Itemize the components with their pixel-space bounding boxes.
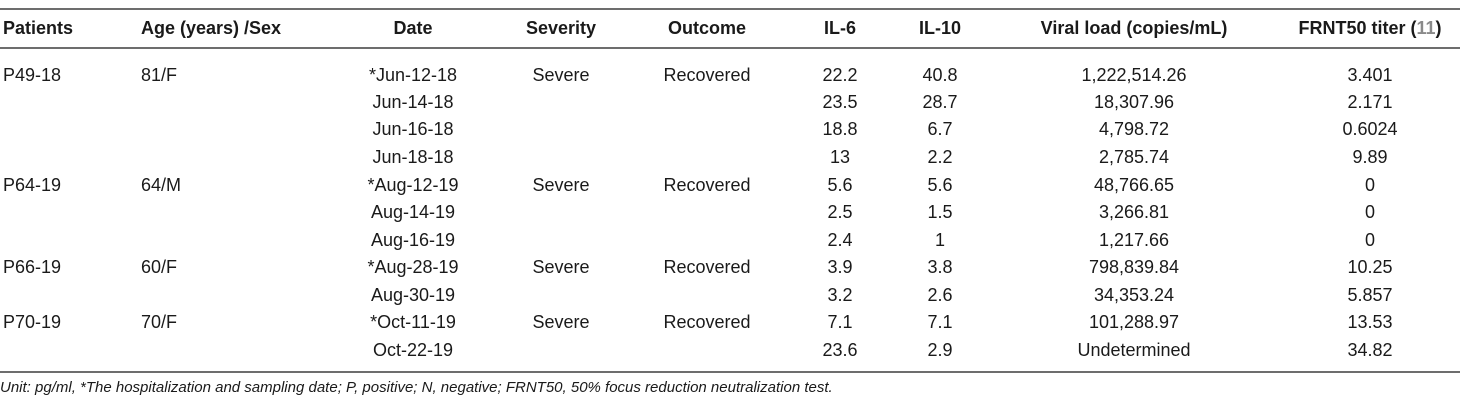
cell-severity: Severe bbox=[532, 257, 590, 277]
cell-frnt50: 13.53 bbox=[1347, 312, 1393, 332]
cell-il6: 2.5 bbox=[827, 202, 853, 222]
cell-date: *Oct-11-19 bbox=[370, 312, 456, 332]
cell-viral-load: 3,266.81 bbox=[1098, 202, 1170, 222]
cell-viral-load: 798,839.84 bbox=[1088, 257, 1180, 277]
header-il10: IL-10 bbox=[918, 18, 962, 38]
header-bottom-rule bbox=[0, 47, 1460, 49]
cell-outcome: Recovered bbox=[663, 312, 751, 332]
cell-frnt50: 0 bbox=[1364, 230, 1376, 250]
cell-date: Oct-22-19 bbox=[372, 340, 454, 360]
cell-date: *Aug-28-19 bbox=[367, 257, 459, 277]
cell-il6: 23.5 bbox=[822, 92, 858, 112]
cell-viral-load: 1,222,514.26 bbox=[1081, 65, 1187, 85]
table-row: Jun-16-18 18.8 6.7 4,798.72 0.6024 bbox=[0, 116, 1460, 143]
header-date: Date bbox=[393, 18, 433, 38]
cell-il10: 3.8 bbox=[927, 257, 953, 277]
cell-frnt50: 0.6024 bbox=[1342, 119, 1398, 139]
cell-patient: P66-19 bbox=[3, 257, 62, 277]
cell-il10: 5.6 bbox=[927, 175, 953, 195]
cell-viral-load: 1,217.66 bbox=[1098, 230, 1170, 250]
cell-il6: 2.4 bbox=[827, 230, 853, 250]
cell-viral-load: 48,766.65 bbox=[1093, 175, 1175, 195]
table-footnote: Unit: pg/ml, *The hospitalization and sa… bbox=[0, 379, 833, 396]
cell-outcome: Recovered bbox=[663, 175, 751, 195]
cell-date: *Jun-12-18 bbox=[368, 65, 458, 85]
table-row: P66-19 60/F *Aug-28-19 Severe Recovered … bbox=[0, 254, 1460, 281]
cell-frnt50: 34.82 bbox=[1347, 340, 1393, 360]
cell-il6: 3.9 bbox=[827, 257, 853, 277]
cell-date: Aug-30-19 bbox=[370, 285, 456, 305]
cell-frnt50: 9.89 bbox=[1352, 147, 1388, 167]
cell-date: Jun-18-18 bbox=[372, 147, 454, 167]
table-header-row: Patients Age (years) /Sex Date Severity … bbox=[0, 9, 1460, 47]
cell-date: Aug-16-19 bbox=[370, 230, 456, 250]
cell-patient: P49-18 bbox=[3, 65, 62, 85]
cell-viral-load: Undetermined bbox=[1077, 340, 1191, 360]
cell-il10: 2.6 bbox=[927, 285, 953, 305]
cell-viral-load: 101,288.97 bbox=[1088, 312, 1180, 332]
cell-outcome: Recovered bbox=[663, 257, 751, 277]
cell-il10: 28.7 bbox=[922, 92, 958, 112]
table-row: P49-18 81/F *Jun-12-18 Severe Recovered … bbox=[0, 62, 1460, 89]
cell-viral-load: 34,353.24 bbox=[1093, 285, 1175, 305]
cell-age-sex: 64/M bbox=[141, 175, 182, 195]
table-row: Jun-18-18 13 2.2 2,785.74 9.89 bbox=[0, 144, 1460, 171]
table-row: Aug-30-19 3.2 2.6 34,353.24 5.857 bbox=[0, 282, 1460, 309]
table-row: Jun-14-18 23.5 28.7 18,307.96 2.171 bbox=[0, 89, 1460, 116]
cell-il10: 2.2 bbox=[927, 147, 953, 167]
cell-frnt50: 0 bbox=[1364, 202, 1376, 222]
cell-frnt50: 3.401 bbox=[1347, 65, 1393, 85]
reference-link[interactable]: 11 bbox=[1416, 18, 1436, 38]
table-row: Aug-16-19 2.4 1 1,217.66 0 bbox=[0, 227, 1460, 254]
header-patients: Patients bbox=[3, 18, 74, 38]
cell-il10: 1.5 bbox=[927, 202, 953, 222]
cell-date: Jun-16-18 bbox=[372, 119, 454, 139]
cell-il6: 18.8 bbox=[822, 119, 858, 139]
cell-date: Aug-14-19 bbox=[370, 202, 456, 222]
cell-il10: 2.9 bbox=[927, 340, 953, 360]
cell-il6: 22.2 bbox=[822, 65, 858, 85]
cell-il6: 23.6 bbox=[822, 340, 858, 360]
cell-frnt50: 0 bbox=[1364, 175, 1376, 195]
header-frnt50-close: ) bbox=[1435, 18, 1442, 38]
cell-frnt50: 10.25 bbox=[1347, 257, 1393, 277]
cell-viral-load: 4,798.72 bbox=[1098, 119, 1170, 139]
cell-severity: Severe bbox=[532, 312, 590, 332]
cell-date: *Aug-12-19 bbox=[367, 175, 459, 195]
cell-age-sex: 81/F bbox=[141, 65, 178, 85]
cell-age-sex: 60/F bbox=[141, 257, 178, 277]
cell-viral-load: 2,785.74 bbox=[1098, 147, 1170, 167]
cell-frnt50: 5.857 bbox=[1347, 285, 1393, 305]
cell-il6: 13 bbox=[829, 147, 851, 167]
cell-frnt50: 2.171 bbox=[1347, 92, 1393, 112]
table-top-rule bbox=[0, 8, 1460, 10]
table-row: P64-19 64/M *Aug-12-19 Severe Recovered … bbox=[0, 172, 1460, 199]
cell-severity: Severe bbox=[532, 65, 590, 85]
header-age-sex: Age (years) /Sex bbox=[141, 18, 282, 38]
cell-il6: 5.6 bbox=[827, 175, 853, 195]
header-viral-load: Viral load (copies/mL) bbox=[1040, 18, 1228, 38]
table-row: Oct-22-19 23.6 2.9 Undetermined 34.82 bbox=[0, 337, 1460, 364]
table-row: Aug-14-19 2.5 1.5 3,266.81 0 bbox=[0, 199, 1460, 226]
header-frnt50-label: FRNT50 titer ( bbox=[1298, 18, 1417, 38]
cell-severity: Severe bbox=[532, 175, 590, 195]
cell-il10: 40.8 bbox=[922, 65, 958, 85]
cell-outcome: Recovered bbox=[663, 65, 751, 85]
cell-age-sex: 70/F bbox=[141, 312, 178, 332]
header-severity: Severity bbox=[525, 18, 597, 38]
cell-patient: P70-19 bbox=[3, 312, 62, 332]
header-outcome: Outcome bbox=[667, 18, 747, 38]
header-il6: IL-6 bbox=[823, 18, 857, 38]
cell-viral-load: 18,307.96 bbox=[1093, 92, 1175, 112]
table-row: P70-19 70/F *Oct-11-19 Severe Recovered … bbox=[0, 309, 1460, 336]
table-bottom-rule bbox=[0, 371, 1460, 373]
cell-date: Jun-14-18 bbox=[372, 92, 454, 112]
header-frnt50: FRNT50 titer (11) bbox=[1298, 9, 1441, 47]
cell-il6: 3.2 bbox=[827, 285, 853, 305]
cell-il10: 7.1 bbox=[927, 312, 953, 332]
cell-il10: 6.7 bbox=[927, 119, 953, 139]
cell-il10: 1 bbox=[934, 230, 946, 250]
cell-patient: P64-19 bbox=[3, 175, 62, 195]
cell-il6: 7.1 bbox=[827, 312, 853, 332]
